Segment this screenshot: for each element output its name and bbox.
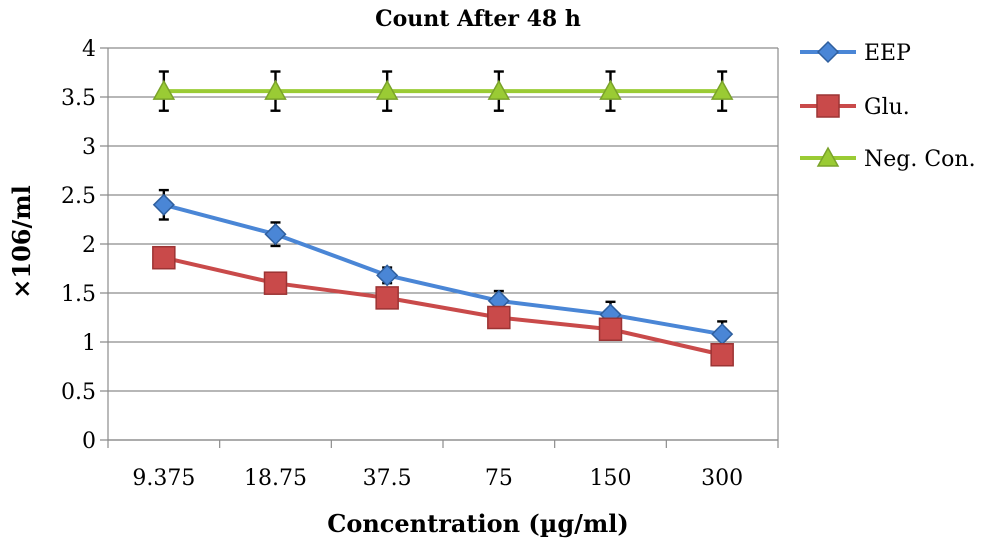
series-glu — [152, 245, 734, 367]
data-point-neg-con — [375, 79, 399, 100]
data-point-neg-con — [152, 79, 176, 100]
series-eep — [152, 188, 734, 349]
legend-label: Glu. — [864, 95, 910, 120]
legend-item-eep: EEP — [800, 40, 911, 66]
y-tick-label: 3 — [82, 135, 96, 160]
data-point-eep — [152, 193, 175, 216]
legend-marker-eep — [816, 40, 840, 64]
x-tick-label: 37.5 — [363, 466, 412, 491]
legend-item-glu: Glu. — [800, 94, 910, 120]
legend-label: EEP — [864, 41, 911, 66]
x-tick-label: 9.375 — [132, 466, 195, 491]
y-tick-label: 2.5 — [61, 184, 96, 209]
x-tick-labels: 9.375 18.75 37.5 75 150 300 — [132, 466, 743, 491]
y-tick-labels: 0 0.5 1 1.5 2 2.5 3 3.5 4 — [61, 37, 96, 454]
grid — [100, 47, 779, 448]
y-tick-label: 1.5 — [61, 282, 96, 307]
series-line-eep — [163, 202, 723, 337]
y-tick-label: 2 — [82, 233, 96, 258]
data-point-glu — [375, 286, 399, 310]
y-axis-label: ×106/ml — [7, 185, 36, 298]
chart-title: Count After 48 h — [375, 6, 581, 32]
x-tick-label: 18.75 — [244, 466, 307, 491]
data-point-neg-con — [264, 79, 287, 100]
x-tick-label: 75 — [485, 466, 513, 491]
y-tick-label: 3.5 — [61, 86, 96, 111]
data-point-neg-con — [599, 79, 622, 100]
data-point-neg-con — [710, 79, 734, 100]
series — [152, 70, 734, 367]
legend-label: Neg. Con. — [864, 147, 976, 172]
x-tick-label: 150 — [590, 466, 632, 491]
y-tick-label: 0 — [82, 429, 96, 454]
data-point-eep — [711, 323, 734, 346]
y-tick-label: 1 — [82, 331, 96, 356]
data-point-eep — [376, 264, 399, 287]
legend: EEP Glu. Neg. Con. — [800, 40, 976, 172]
data-point-glu — [598, 317, 623, 342]
legend-marker-neg-con — [816, 146, 840, 167]
data-point-glu — [263, 271, 288, 295]
y-tick-label: 0.5 — [61, 380, 96, 405]
y-tick-label: 4 — [82, 37, 96, 62]
series-line-glu — [163, 255, 723, 357]
legend-item-neg-con: Neg. Con. — [800, 146, 976, 172]
x-tick-label: 300 — [701, 466, 743, 491]
data-point-eep — [264, 223, 287, 246]
x-axis-label: Concentration (µg/ml) — [327, 509, 629, 538]
series-neg-con — [152, 70, 734, 112]
legend-marker-glu — [816, 94, 840, 118]
data-point-neg-con — [487, 79, 511, 100]
data-point-glu — [487, 305, 511, 330]
data-point-glu — [152, 245, 176, 270]
data-point-glu — [710, 342, 734, 367]
